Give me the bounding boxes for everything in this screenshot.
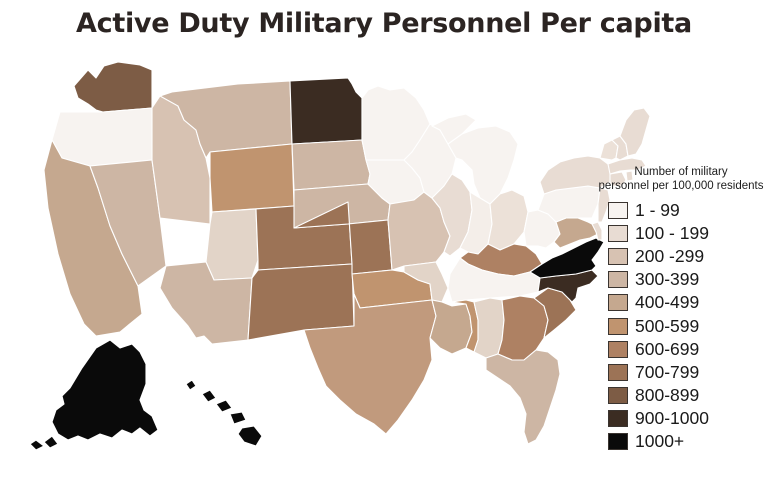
- legend-swatch: [608, 248, 628, 266]
- legend-label: 100 - 199: [635, 223, 709, 244]
- state-WI[interactable]: [403, 123, 457, 199]
- legend-row[interactable]: 700-799: [596, 361, 768, 384]
- legend-title: Number of military personnel per 100,000 …: [598, 166, 764, 192]
- state-SD[interactable]: [291, 139, 371, 191]
- state-LA[interactable]: [429, 299, 473, 355]
- state-MI[interactable]: [431, 113, 519, 205]
- legend-row[interactable]: 500-599: [596, 314, 768, 337]
- legend-label: 900-1000: [635, 407, 709, 428]
- us-states-map: [29, 61, 651, 451]
- legend-row[interactable]: 900-1000: [596, 407, 768, 430]
- legend-row[interactable]: 800-899: [596, 384, 768, 407]
- legend-swatch: [608, 340, 628, 358]
- state-VA[interactable]: [529, 237, 605, 279]
- legend-label: 800-899: [635, 384, 700, 405]
- legend-label: 500-599: [635, 315, 700, 336]
- state-AK[interactable]: [29, 339, 159, 451]
- legend-label: 700-799: [635, 361, 700, 382]
- state-ND[interactable]: [289, 77, 363, 145]
- state-MT[interactable]: [159, 80, 293, 159]
- legend-row[interactable]: 1 - 99: [596, 199, 768, 222]
- state-CT[interactable]: [609, 171, 627, 187]
- legend-swatch: [608, 386, 628, 404]
- legend-label: 600-699: [635, 338, 700, 359]
- legend-label: 300-399: [635, 269, 700, 290]
- legend-entries: 1 - 99 100 - 199 200 -299 300-399 400-499 500…: [596, 199, 768, 453]
- legend-row[interactable]: 300-399: [596, 268, 768, 291]
- legend-row[interactable]: 200 -299: [596, 245, 768, 268]
- legend-swatch: [608, 294, 628, 312]
- legend-row[interactable]: 600-699: [596, 338, 768, 361]
- legend-swatch: [608, 317, 628, 335]
- legend-swatch: [608, 271, 628, 289]
- legend-swatch: [608, 432, 628, 450]
- legend-swatch: [608, 202, 628, 220]
- state-UT[interactable]: [205, 208, 259, 281]
- legend-swatch: [608, 225, 628, 243]
- legend-label: 400-499: [635, 292, 700, 313]
- legend-swatch: [608, 409, 628, 427]
- legend-row[interactable]: 100 - 199: [596, 222, 768, 245]
- legend-swatch: [608, 363, 628, 381]
- state-ME[interactable]: [619, 107, 651, 157]
- state-HI[interactable]: [185, 379, 263, 447]
- legend-label: 1000+: [635, 430, 685, 451]
- map-legend: Number of military personnel per 100,000 …: [596, 166, 768, 453]
- state-MA[interactable]: [607, 157, 647, 175]
- state-OR[interactable]: [51, 107, 153, 167]
- state-AZ[interactable]: [159, 261, 253, 345]
- legend-row[interactable]: 1000+: [596, 430, 768, 453]
- choropleth-map: [0, 48, 768, 481]
- state-NJ[interactable]: [597, 187, 611, 223]
- state-WA[interactable]: [73, 61, 153, 113]
- legend-label: 1 - 99: [635, 200, 680, 221]
- state-RI[interactable]: [625, 170, 634, 182]
- state-WY[interactable]: [209, 143, 295, 213]
- page-title: Active Duty Military Personnel Per capit…: [76, 8, 692, 39]
- state-FL[interactable]: [485, 349, 561, 445]
- legend-row[interactable]: 400-499: [596, 291, 768, 314]
- legend-label: 200 -299: [635, 246, 705, 267]
